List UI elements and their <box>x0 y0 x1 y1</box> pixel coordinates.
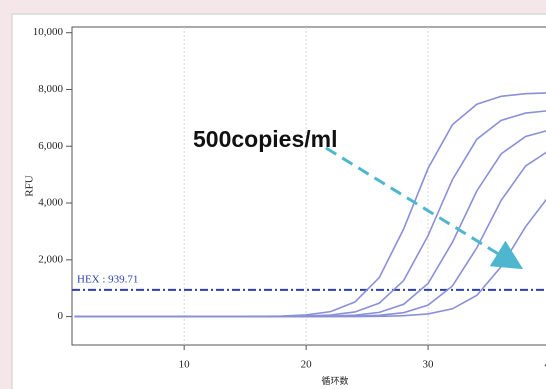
x-tick-label: 10 <box>179 359 191 371</box>
annotation: 500copies/ml <box>193 126 337 152</box>
y-tick-label: 6,000 <box>38 140 63 152</box>
y-tick-label: 10,000 <box>33 26 64 38</box>
threshold-label: HEX : 939.71 <box>77 273 138 285</box>
y-axis-label: RFU <box>24 175 36 196</box>
x-tick-label: 30 <box>423 359 435 371</box>
y-tick-label: 2,000 <box>38 253 63 265</box>
plot: 10 20 30 40 0 2,000 4,000 6,000 8,000 10,000 HEX :… <box>33 26 546 371</box>
x-tick-label: 40 <box>545 359 546 371</box>
x-axis-label: 循环数 <box>321 375 348 386</box>
x-tick-label: 20 <box>301 359 313 371</box>
y-tick-label: 8,000 <box>38 83 63 95</box>
plot-area <box>71 26 546 346</box>
curve <box>74 198 546 318</box>
y-tick-label: 4,000 <box>38 197 63 209</box>
y-tick-label: 0 <box>58 310 64 322</box>
